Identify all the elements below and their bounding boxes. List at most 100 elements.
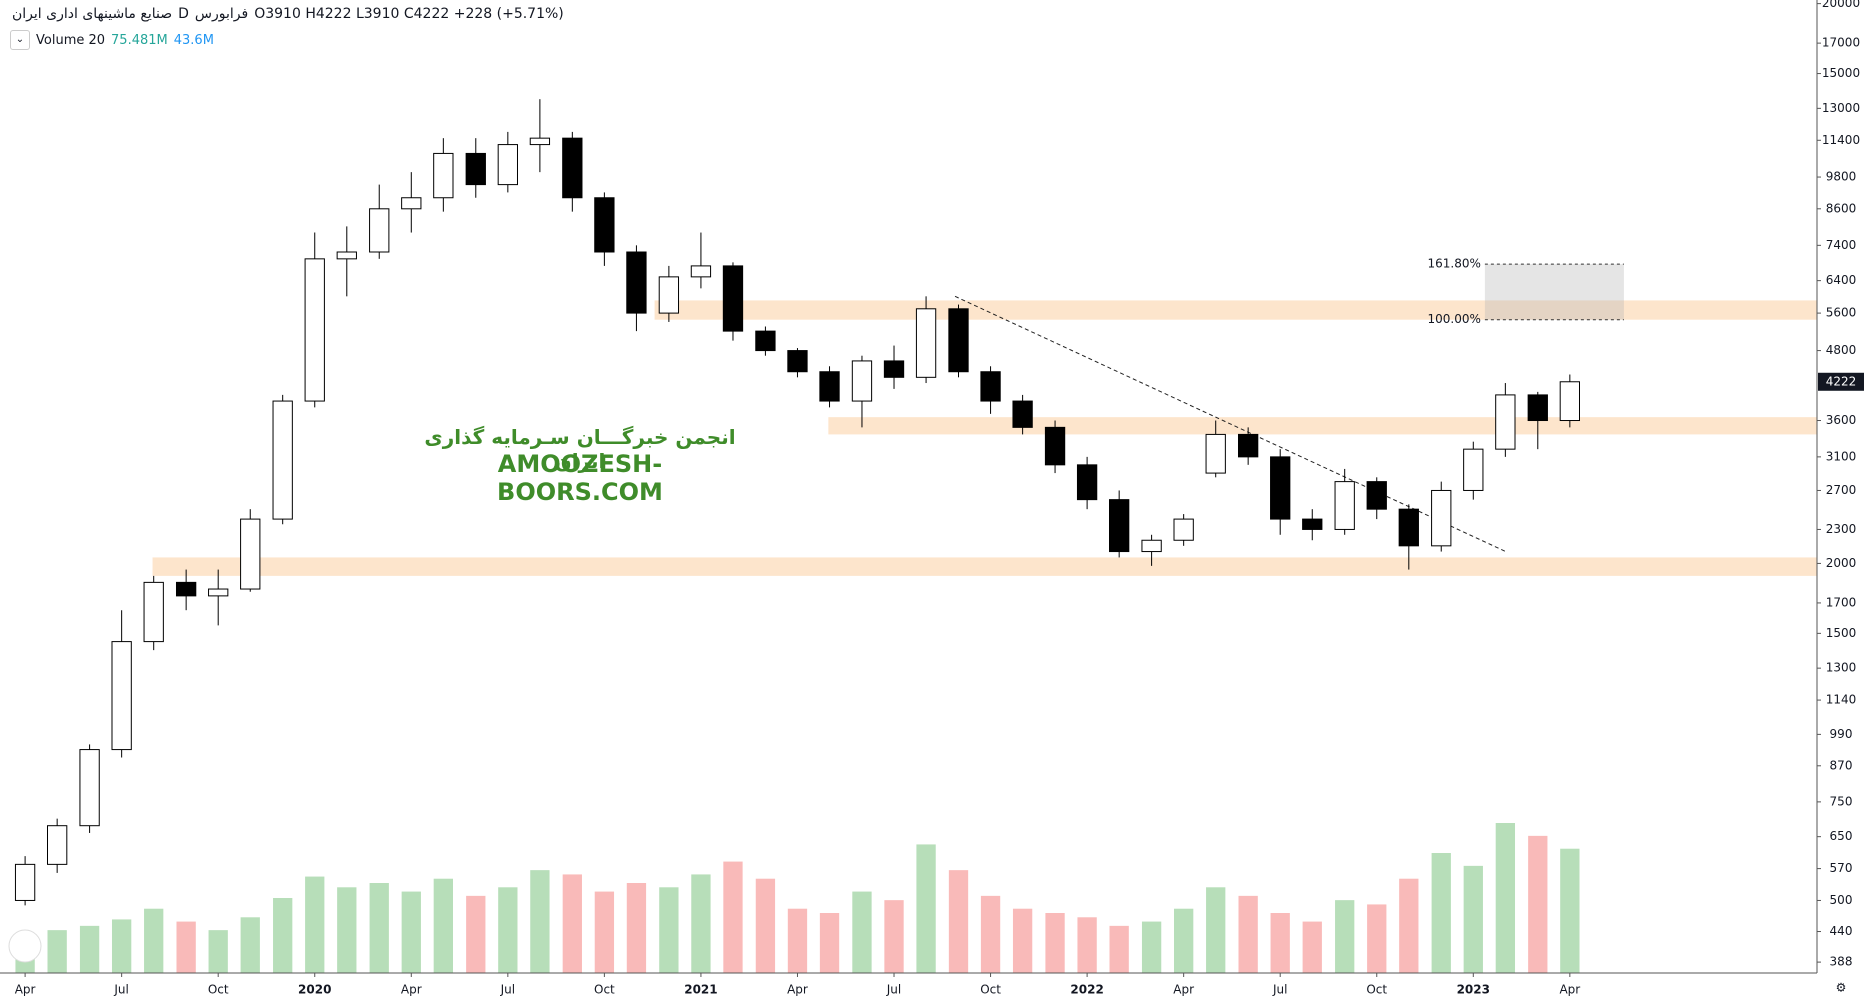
collapse-button[interactable]: ⌄ xyxy=(10,30,30,50)
volume-value: 75.481M xyxy=(111,32,168,48)
x-tick-label: 2021 xyxy=(684,983,717,997)
last-price-box xyxy=(1818,372,1864,391)
y-tick-label: 500 xyxy=(1830,893,1853,907)
candle-body xyxy=(1012,400,1033,428)
fib-label: 161.80% xyxy=(1427,257,1480,271)
y-tick-label: 3100 xyxy=(1826,449,1857,463)
y-tick-label: 9800 xyxy=(1826,170,1857,184)
label: O xyxy=(254,6,266,22)
y-tick-label: 3600 xyxy=(1826,413,1857,427)
value: 3910 xyxy=(363,6,400,22)
x-tick-label: Jul xyxy=(113,983,128,997)
candle-body xyxy=(819,371,840,402)
y-tick-label: 17000 xyxy=(1822,36,1860,50)
candle-body xyxy=(883,360,905,378)
candle-body xyxy=(175,581,197,597)
y-tick-label: 4800 xyxy=(1826,343,1857,357)
volume-bar xyxy=(626,883,647,973)
x-tick-label: 2023 xyxy=(1457,983,1490,997)
y-tick-label: 8600 xyxy=(1826,201,1857,215)
candle-body xyxy=(722,265,744,332)
volume-bar xyxy=(498,887,518,973)
x-tick-label: 2022 xyxy=(1070,983,1103,997)
y-tick-label: 388 xyxy=(1830,955,1853,969)
candle-body xyxy=(433,152,454,199)
candle-body xyxy=(980,371,1001,402)
candle-body xyxy=(1334,481,1355,530)
volume-bar xyxy=(466,895,486,973)
y-tick-label: 1300 xyxy=(1826,661,1857,675)
candle-body xyxy=(529,137,551,146)
candle-body xyxy=(1109,499,1130,553)
watermark: AMOOZESH-BOORS.COM xyxy=(497,450,663,506)
y-tick-label: 1140 xyxy=(1826,693,1857,707)
volume-bar xyxy=(1302,921,1322,973)
volume-bar xyxy=(369,883,389,973)
value: 4222 xyxy=(315,6,352,22)
volume-bar xyxy=(1238,895,1258,973)
x-tick-label: Oct xyxy=(980,983,1001,997)
volume-bar xyxy=(1399,878,1419,973)
y-tick-label: 11400 xyxy=(1822,133,1860,147)
x-tick-label: Oct xyxy=(208,983,229,997)
volume-bar xyxy=(723,861,743,973)
volume-bar xyxy=(337,887,357,973)
legend-header: صنایع ماشینهای اداری ایران D فرابورس O 39… xyxy=(12,6,564,22)
change: +228 (+5.71%) xyxy=(453,6,564,22)
x-tick-label: Apr xyxy=(1173,983,1194,997)
zone xyxy=(152,557,1817,576)
interval: D xyxy=(178,6,189,22)
volume-bar xyxy=(208,930,228,973)
volume-bar xyxy=(273,898,293,973)
y-tick-label: 2700 xyxy=(1826,483,1857,497)
zone xyxy=(654,300,1817,320)
volume-bar xyxy=(530,870,550,973)
volume-bar xyxy=(852,891,872,973)
exchange: فرابورس xyxy=(194,6,249,22)
axis-bg xyxy=(1817,0,1865,1003)
volume-bar xyxy=(1270,913,1290,973)
y-tick-label: 2000 xyxy=(1826,556,1857,570)
x-tick-label: Apr xyxy=(401,983,422,997)
candle-body xyxy=(1270,456,1291,520)
candle-body xyxy=(1173,518,1194,541)
candle-body xyxy=(1302,518,1323,530)
candle-body xyxy=(304,258,325,402)
y-tick-label: 570 xyxy=(1830,861,1853,875)
candle-body xyxy=(143,581,164,643)
candle-body xyxy=(1398,508,1419,547)
candle-body xyxy=(1527,394,1548,422)
candle-body xyxy=(690,265,712,278)
y-tick-label: 440 xyxy=(1830,924,1853,938)
volume-bar xyxy=(916,844,936,973)
candle-body xyxy=(272,400,293,520)
candle-body xyxy=(14,863,36,901)
volume-bar xyxy=(1206,887,1226,973)
volume-bar xyxy=(1012,908,1033,973)
x-tick-label: Apr xyxy=(1559,983,1580,997)
candle-body xyxy=(594,197,615,253)
y-tick-label: 870 xyxy=(1830,758,1853,772)
volume-bar xyxy=(691,874,711,973)
volume-average: 43.6M xyxy=(173,32,214,48)
volume-bar xyxy=(1495,823,1516,973)
y-tick-label: 7400 xyxy=(1826,238,1857,252)
symbol: صنایع ماشینهای اداری ایران xyxy=(12,6,173,22)
volume-bar xyxy=(305,876,325,973)
x-tick-label: Oct xyxy=(1366,983,1387,997)
volume-bar xyxy=(659,887,679,973)
x-tick-label: Jul xyxy=(886,983,901,997)
candle-body xyxy=(111,641,132,751)
label: L xyxy=(355,6,364,22)
candle-body xyxy=(787,350,808,373)
x-tick-label: Jul xyxy=(500,983,515,997)
volume-header: ⌄ Volume 20 75.481M 43.6M xyxy=(10,30,214,50)
volume-bar xyxy=(1528,835,1548,973)
x-tick-label: Jul xyxy=(1272,983,1287,997)
candle-body xyxy=(1431,489,1452,547)
x-tick-label: Oct xyxy=(594,983,615,997)
volume-bar xyxy=(79,925,100,973)
volume-bar xyxy=(144,908,164,973)
